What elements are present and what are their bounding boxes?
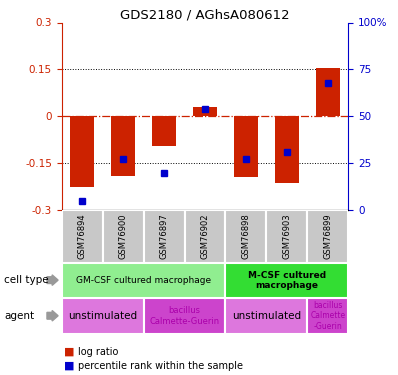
Bar [275, 116, 299, 183]
Text: M-CSF cultured
macrophage: M-CSF cultured macrophage [248, 271, 326, 290]
Bar [307, 210, 348, 262]
Bar [185, 210, 225, 262]
Title: GDS2180 / AGhsA080612: GDS2180 / AGhsA080612 [120, 8, 290, 21]
Text: bacillus
Calmette-Guerin: bacillus Calmette-Guerin [149, 306, 220, 326]
Text: cell type: cell type [4, 275, 49, 285]
Text: percentile rank within the sample: percentile rank within the sample [78, 361, 243, 370]
Bar [152, 116, 176, 146]
Bar [225, 262, 348, 298]
Text: GSM76897: GSM76897 [160, 213, 168, 259]
Bar [225, 298, 307, 334]
Text: GSM76894: GSM76894 [78, 213, 87, 259]
Text: GSM76902: GSM76902 [201, 213, 209, 259]
Bar [225, 210, 266, 262]
Text: log ratio: log ratio [78, 347, 118, 357]
Bar [62, 298, 144, 334]
Bar [144, 298, 225, 334]
Bar [144, 210, 185, 262]
Text: GM-CSF cultured macrophage: GM-CSF cultured macrophage [76, 276, 211, 285]
Bar [62, 210, 103, 262]
Text: unstimulated: unstimulated [68, 311, 137, 321]
Text: ■: ■ [64, 361, 74, 370]
Bar [234, 116, 258, 177]
Bar [111, 116, 135, 176]
Text: GSM76898: GSM76898 [242, 213, 250, 259]
Text: bacillus
Calmette
-Guerin: bacillus Calmette -Guerin [310, 301, 345, 331]
Text: GSM76900: GSM76900 [119, 213, 128, 259]
Bar [103, 210, 144, 262]
Text: ■: ■ [64, 347, 74, 357]
Text: GSM76903: GSM76903 [282, 213, 291, 259]
Bar [62, 262, 225, 298]
Text: GSM76899: GSM76899 [323, 213, 332, 259]
Bar [193, 107, 217, 116]
Bar [316, 68, 340, 116]
Bar [266, 210, 307, 262]
Bar [307, 298, 348, 334]
Bar [70, 116, 94, 187]
Text: unstimulated: unstimulated [232, 311, 301, 321]
Text: agent: agent [4, 311, 34, 321]
